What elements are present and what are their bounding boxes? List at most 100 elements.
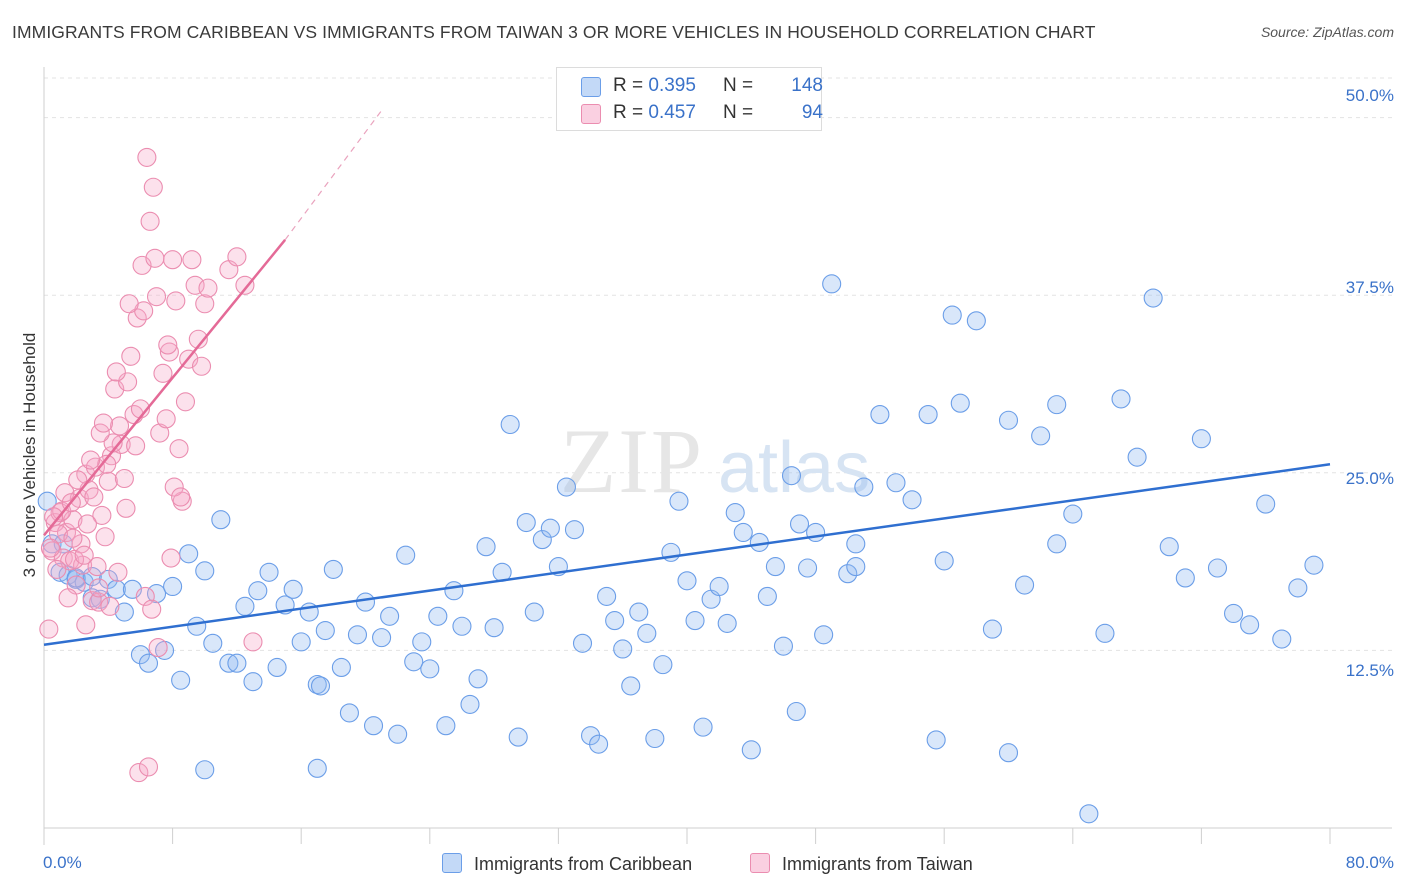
taiwan-point bbox=[164, 477, 184, 497]
caribbean-point bbox=[806, 522, 826, 543]
taiwan-point bbox=[121, 346, 141, 366]
caribbean-point bbox=[773, 636, 794, 656]
legend-n-value: 94 bbox=[801, 102, 823, 123]
caribbean-point bbox=[235, 596, 255, 616]
caribbean-point bbox=[1047, 395, 1067, 415]
caribbean-point bbox=[902, 490, 922, 510]
taiwan-point bbox=[198, 278, 218, 298]
taiwan-point bbox=[81, 450, 101, 470]
taiwan-point bbox=[89, 592, 109, 612]
caribbean-point bbox=[781, 466, 802, 486]
caribbean-point bbox=[1015, 575, 1035, 595]
trend-line-taiwan bbox=[43, 239, 287, 537]
caribbean-point bbox=[259, 562, 279, 582]
caribbean-point bbox=[516, 512, 536, 533]
caribbean-point bbox=[637, 623, 657, 643]
caribbean-point bbox=[476, 537, 496, 557]
caribbean-point bbox=[717, 613, 737, 633]
caribbean-point bbox=[291, 632, 311, 652]
taiwan-point bbox=[182, 250, 202, 270]
caribbean-point bbox=[500, 414, 520, 435]
legend-r-label: R = bbox=[613, 102, 649, 123]
taiwan-point bbox=[95, 527, 115, 547]
caribbean-point bbox=[1031, 426, 1051, 446]
trend-line-taiwan-extension bbox=[284, 110, 383, 241]
caribbean-point bbox=[934, 551, 954, 571]
taiwan-point bbox=[191, 356, 212, 376]
taiwan-point bbox=[148, 638, 168, 658]
legend-label-caribbean: Immigrants from Caribbean bbox=[474, 854, 693, 874]
caribbean-point bbox=[709, 576, 729, 597]
caribbean-point bbox=[372, 628, 392, 648]
caribbean-point bbox=[645, 728, 665, 749]
caribbean-point bbox=[106, 579, 126, 599]
caribbean-point bbox=[677, 571, 697, 591]
caribbean-point bbox=[998, 743, 1019, 763]
caribbean-point bbox=[572, 633, 593, 653]
caribbean-point bbox=[629, 602, 649, 622]
taiwan-point bbox=[119, 294, 139, 314]
taiwan-point bbox=[146, 287, 167, 307]
caribbean-point bbox=[310, 676, 331, 696]
caribbean-point bbox=[556, 477, 576, 497]
taiwan-point bbox=[127, 308, 147, 328]
legend-swatch-caribbean bbox=[581, 77, 601, 97]
taiwan-point bbox=[116, 498, 136, 518]
taiwan-point bbox=[84, 487, 104, 507]
caribbean-point bbox=[380, 606, 400, 626]
caribbean-point bbox=[243, 672, 263, 692]
taiwan-point bbox=[110, 416, 130, 436]
caribbean-point bbox=[339, 703, 359, 723]
caribbean-point bbox=[315, 620, 335, 641]
taiwan-point bbox=[129, 763, 149, 783]
caribbean-point bbox=[540, 518, 560, 538]
caribbean-point bbox=[669, 491, 689, 511]
caribbean-point bbox=[1079, 804, 1099, 824]
caribbean-point bbox=[347, 625, 368, 645]
caribbean-point bbox=[1191, 429, 1211, 449]
caribbean-point bbox=[283, 579, 303, 599]
caribbean-point bbox=[355, 592, 376, 612]
taiwan-point bbox=[159, 342, 179, 362]
x-tick-label-0: 0.0% bbox=[43, 853, 82, 872]
caribbean-point bbox=[1240, 615, 1260, 635]
taiwan-point bbox=[137, 147, 157, 167]
caribbean-point bbox=[918, 405, 938, 425]
caribbean-point bbox=[1143, 288, 1163, 308]
taiwan-point bbox=[143, 177, 163, 197]
trend-lines bbox=[43, 110, 1331, 646]
taiwan-point bbox=[40, 538, 60, 558]
caribbean-point bbox=[460, 694, 480, 714]
caribbean-point bbox=[171, 670, 191, 690]
taiwan-point bbox=[106, 362, 126, 382]
taiwan-point bbox=[243, 632, 263, 652]
taiwan-point bbox=[235, 275, 255, 295]
taiwan-point bbox=[47, 559, 67, 579]
taiwan-point bbox=[68, 470, 88, 490]
caribbean-point bbox=[838, 564, 858, 584]
caribbean-point bbox=[1175, 568, 1195, 588]
caribbean-point bbox=[444, 581, 464, 601]
caribbean-point bbox=[786, 701, 806, 722]
legend-n-label: N = bbox=[723, 102, 754, 123]
trend-line-caribbean bbox=[43, 463, 1331, 646]
taiwan-point bbox=[108, 562, 128, 582]
caribbean-point bbox=[307, 758, 327, 778]
taiwan-point bbox=[74, 545, 94, 565]
caribbean-point bbox=[1047, 534, 1067, 554]
y-tick-label-12-5: 12.5% bbox=[1345, 661, 1394, 680]
axes bbox=[43, 67, 1392, 845]
caribbean-point bbox=[789, 514, 810, 534]
caribbean-point bbox=[822, 274, 842, 294]
caribbean-point bbox=[886, 473, 906, 493]
caribbean-point bbox=[1095, 623, 1115, 643]
taiwan-point bbox=[188, 329, 208, 349]
series-caribbean bbox=[37, 274, 1324, 824]
taiwan-point bbox=[158, 335, 178, 355]
caribbean-point bbox=[412, 632, 432, 652]
taiwan-point bbox=[195, 294, 215, 314]
caribbean-point bbox=[508, 727, 528, 747]
taiwan-point bbox=[77, 514, 97, 534]
taiwan-point bbox=[111, 434, 131, 454]
taiwan-point bbox=[98, 471, 118, 491]
